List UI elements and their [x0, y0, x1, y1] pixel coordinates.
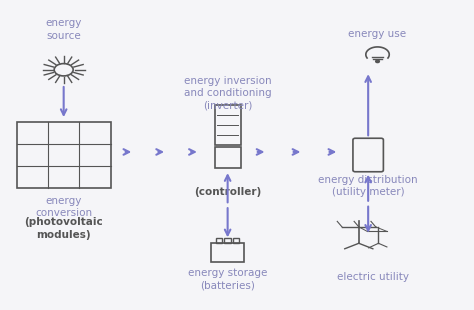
Text: energy storage
(batteries): energy storage (batteries)	[188, 268, 267, 290]
Text: (photovoltaic
modules): (photovoltaic modules)	[24, 217, 103, 240]
Text: energy
conversion: energy conversion	[35, 196, 92, 219]
Bar	[233, 238, 239, 242]
Bar	[211, 242, 244, 262]
Text: energy use: energy use	[348, 29, 407, 39]
Circle shape	[376, 60, 379, 63]
Bar	[215, 105, 240, 145]
Text: energy distribution
(utility meter): energy distribution (utility meter)	[319, 175, 418, 197]
Text: electric utility: electric utility	[337, 272, 409, 282]
Bar	[215, 147, 240, 168]
Bar	[216, 238, 222, 242]
Text: energy inversion
and conditioning
(inverter): energy inversion and conditioning (inver…	[184, 76, 272, 111]
Bar	[224, 238, 231, 242]
Bar	[17, 122, 110, 188]
Text: (controller): (controller)	[194, 187, 261, 197]
Text: energy
source: energy source	[46, 18, 82, 41]
